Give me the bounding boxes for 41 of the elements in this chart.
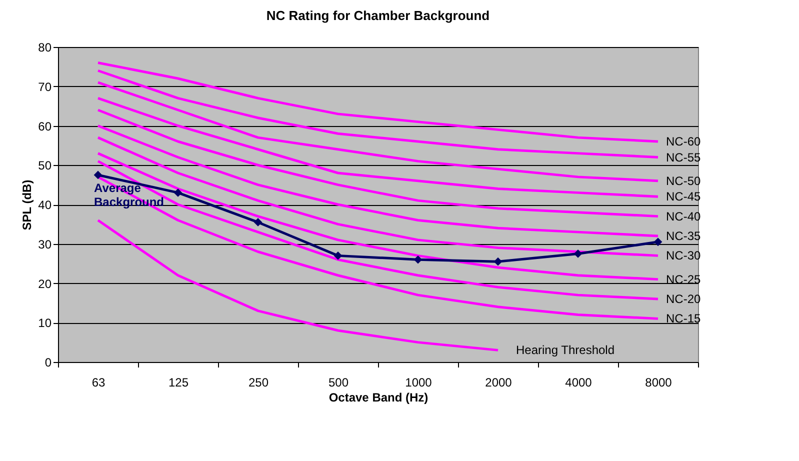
series-label: NC-40 xyxy=(666,209,701,224)
series-label: NC-15 xyxy=(666,312,701,326)
line-series xyxy=(96,69,660,158)
point xyxy=(334,252,342,260)
x-tick-label: 125 xyxy=(168,376,189,390)
series-label: NC-55 xyxy=(666,150,701,164)
y-tick-label: 70 xyxy=(38,80,52,94)
series-label: NC-60 xyxy=(666,134,701,148)
point xyxy=(494,257,502,266)
y-tick-label: 40 xyxy=(38,198,52,212)
series-label: NC-20 xyxy=(666,292,701,306)
point xyxy=(574,250,582,258)
point xyxy=(254,218,262,226)
x-tick-label: 250 xyxy=(248,376,269,390)
series-label: NC-35 xyxy=(666,229,701,243)
line-series xyxy=(96,81,660,182)
point xyxy=(654,238,662,246)
x-tick-label: 1000 xyxy=(405,376,432,390)
x-tick-label: 8000 xyxy=(645,376,672,390)
chart-title: NC Rating for Chamber Background xyxy=(266,8,490,23)
y-tick-label: 60 xyxy=(38,119,52,134)
y-tick-label: 10 xyxy=(38,316,52,330)
x-tick-label: 2000 xyxy=(485,376,512,390)
x-tick-label: 4000 xyxy=(565,376,592,390)
x-tick-label: 63 xyxy=(92,376,106,390)
y-tick-label: 80 xyxy=(38,40,52,54)
y-tick-label: 50 xyxy=(38,158,52,173)
y-tick-label: 20 xyxy=(38,276,52,291)
series-label: NC-30 xyxy=(666,248,701,263)
y-tick-label: 30 xyxy=(38,237,52,252)
series-label: NC-45 xyxy=(666,190,701,204)
x-tick-label: 500 xyxy=(328,376,349,390)
y-tick-label: 0 xyxy=(44,356,52,370)
series-label: Hearing Threshold xyxy=(516,343,615,358)
x-axis-title: Octave Band (Hz) xyxy=(328,390,428,404)
line-series xyxy=(96,219,500,352)
series-label: NC-50 xyxy=(666,174,701,188)
line-series xyxy=(96,62,660,143)
point xyxy=(174,188,182,197)
point xyxy=(94,170,102,180)
y-axis-title: SPL (dB) xyxy=(20,180,34,230)
